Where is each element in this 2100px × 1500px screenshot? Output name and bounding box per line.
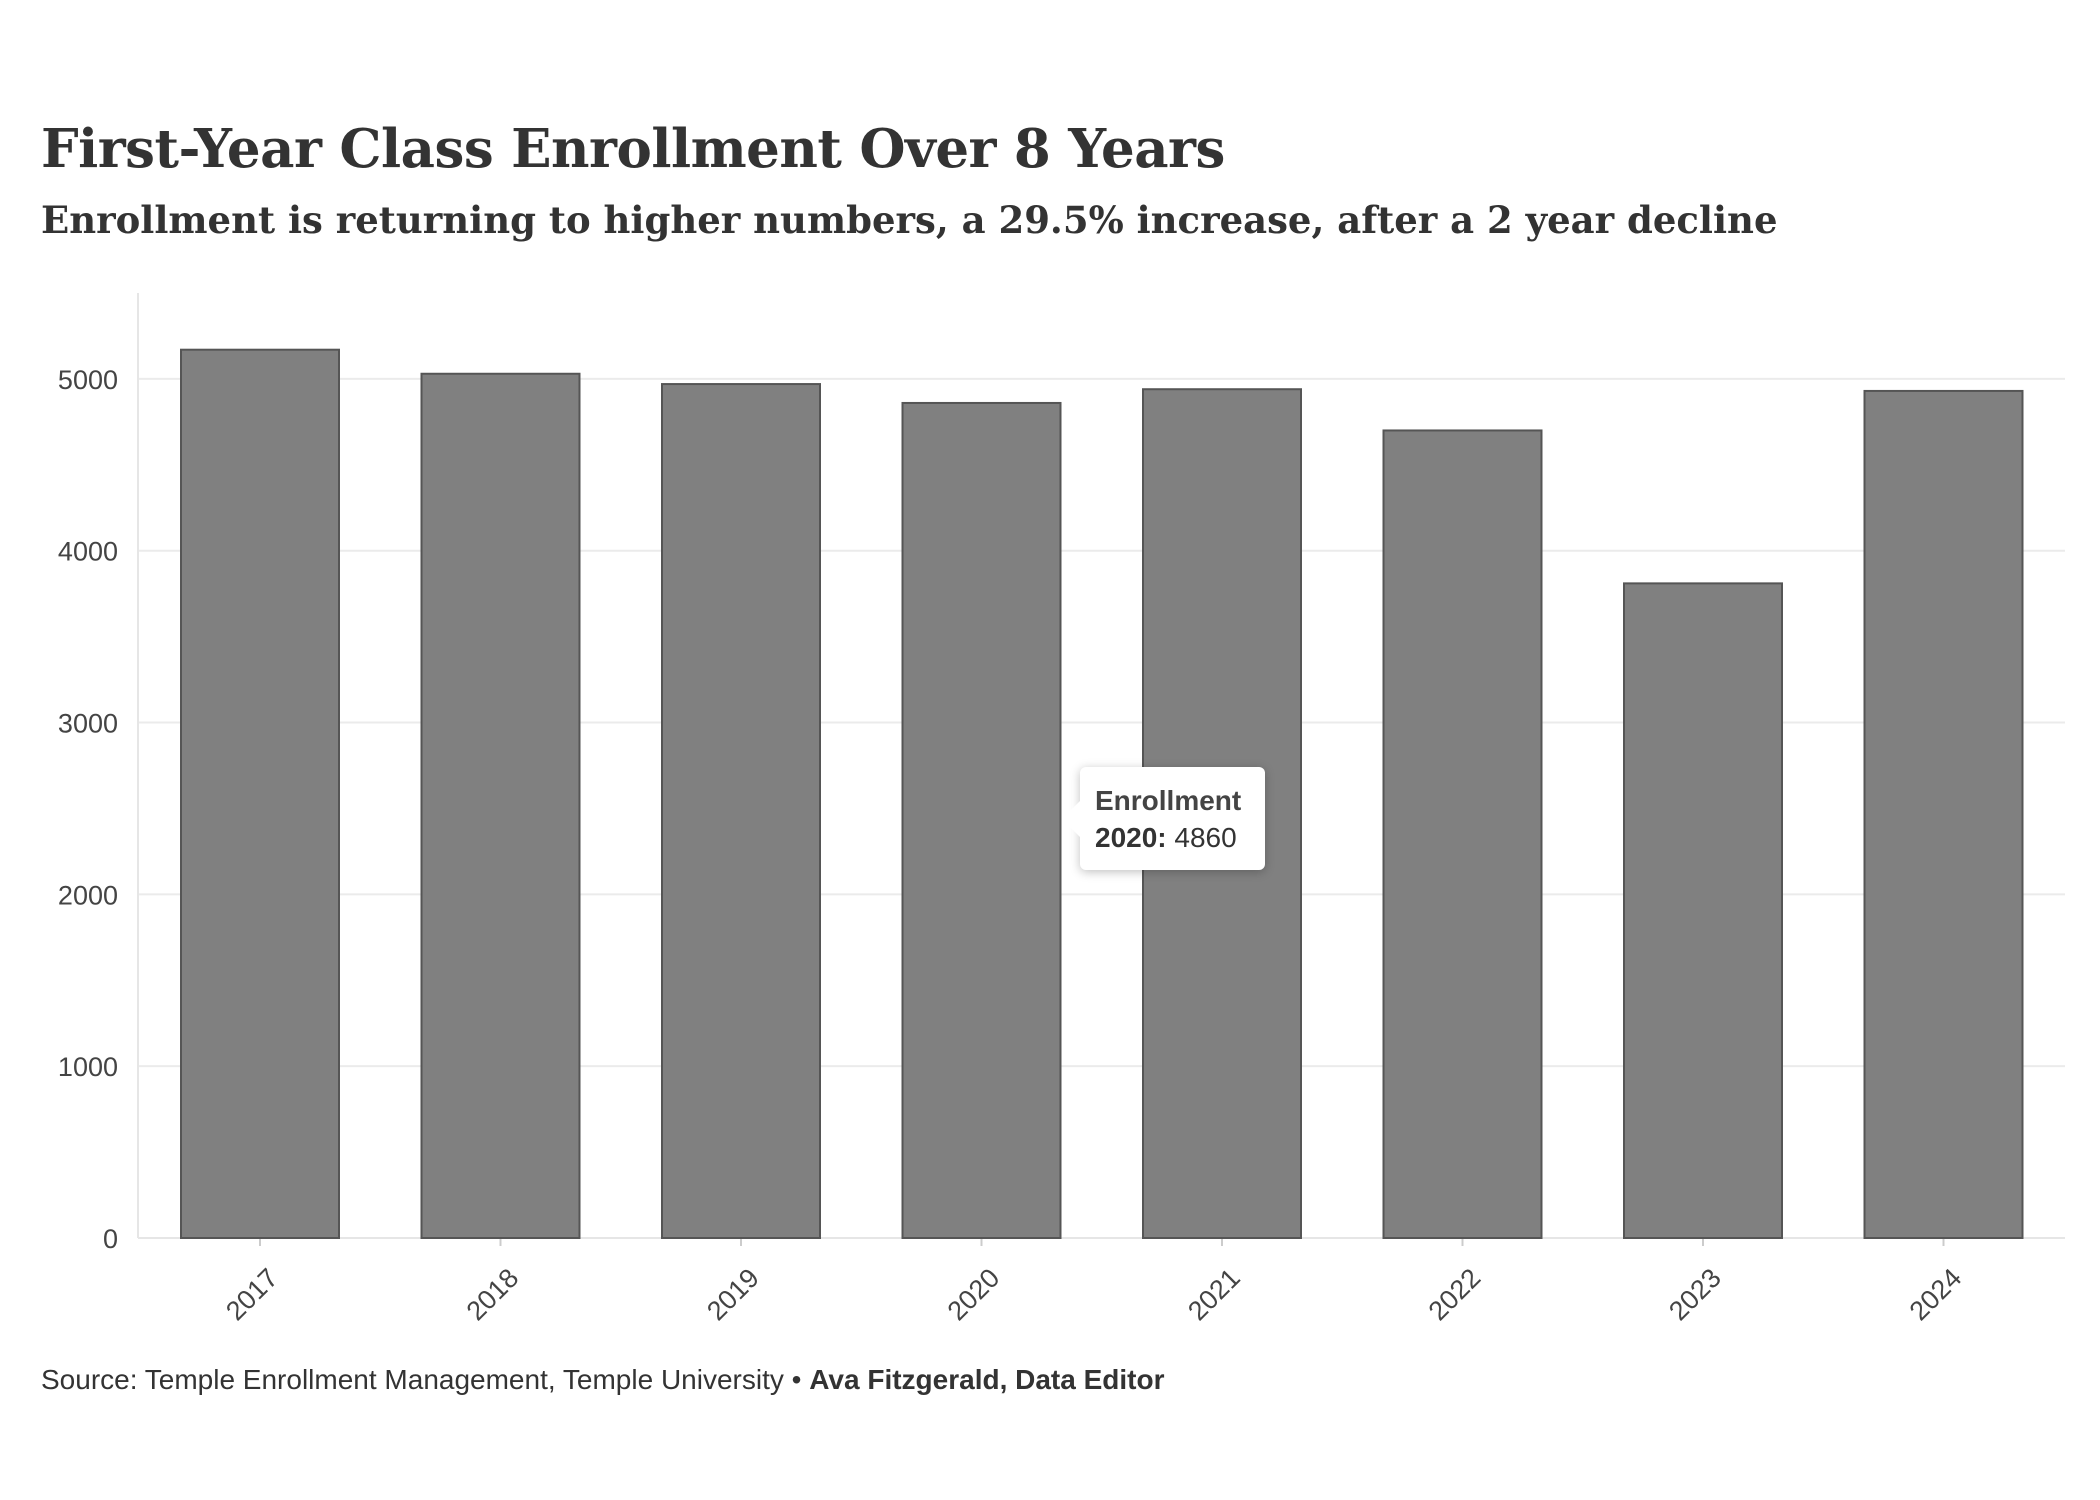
tooltip: Enrollment 2020: 4860 [1062,767,1265,870]
bar-2017[interactable] [180,348,340,1239]
bar-2023[interactable] [1623,582,1783,1239]
bar-2022[interactable] [1382,429,1543,1240]
bar-2020[interactable] [901,401,1062,1239]
tooltip-title: Enrollment [1095,785,1242,816]
tooltip-year: 2020: [1095,822,1167,853]
chart-title: First-Year Class Enrollment Over 8 Years [41,118,1225,180]
x-tick-label: 2018 [461,1263,525,1327]
x-tick-label: 2019 [701,1263,765,1327]
y-tick-label: 0 [103,1224,118,1254]
bar-2018[interactable] [420,372,581,1240]
footer-credit: Ava Fitzgerald, Data Editor [809,1364,1165,1395]
x-tick-label: 2024 [1904,1263,1968,1327]
y-tick-label: 2000 [58,880,118,910]
x-tick-label: 2022 [1423,1263,1487,1327]
footer: Source: Temple Enrollment Management, Te… [41,1364,1164,1396]
bar-2019[interactable] [661,383,821,1239]
y-tick-label: 1000 [58,1052,118,1082]
x-tick-label: 2020 [942,1263,1006,1327]
x-tick-label: 2021 [1182,1263,1246,1327]
x-tick-label: 2017 [220,1263,284,1327]
tooltip-row: 2020: 4860 [1095,819,1251,857]
x-tick-label: 2023 [1663,1263,1727,1327]
x-tick-labels: 2017 2018 2019 2020 2021 2022 2023 2024 [220,1263,1967,1327]
chart-subtitle: Enrollment is returning to higher number… [41,198,1778,242]
tooltip-value: 4860 [1174,822,1237,853]
bar-2024[interactable] [1863,389,2024,1240]
y-tick-labels: 0 1000 2000 3000 4000 5000 [58,365,118,1254]
y-tick-label: 3000 [58,709,118,739]
footer-source: Source: Temple Enrollment Management, Te… [41,1364,810,1395]
y-tick-label: 5000 [58,365,118,395]
y-tick-label: 4000 [58,537,118,567]
